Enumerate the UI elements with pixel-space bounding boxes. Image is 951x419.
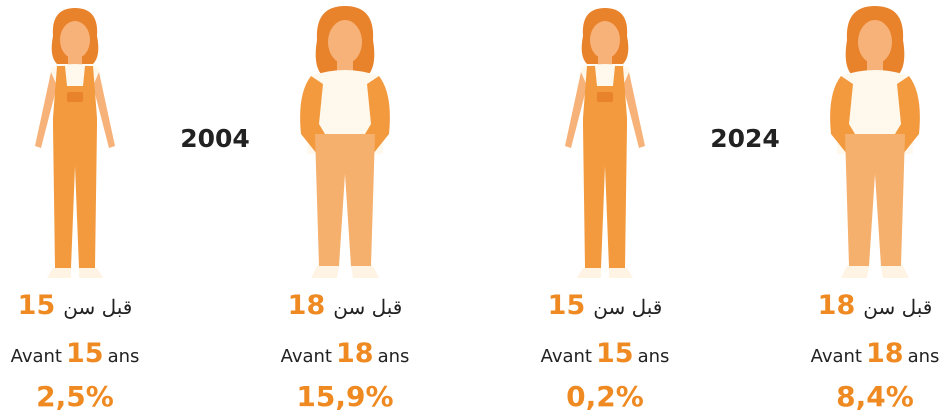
- ans: ans: [107, 346, 140, 367]
- arabic-caption: 15 قبل سن: [520, 290, 690, 321]
- avant: Avant: [540, 346, 592, 367]
- age: 15: [596, 338, 634, 369]
- percentage: 8,4%: [836, 380, 914, 413]
- avant: Avant: [810, 346, 862, 367]
- arabic-text: قبل سن: [63, 295, 133, 319]
- percentage: 2,5%: [36, 380, 114, 413]
- age: 18: [336, 338, 374, 369]
- percentage: 0,2%: [566, 380, 644, 413]
- arabic-caption: 15 قبل سن: [0, 290, 160, 321]
- french-caption: Avant 18 ans: [790, 338, 951, 369]
- figure-overalls: [565, 8, 645, 278]
- age: 18: [817, 290, 856, 321]
- age: 18: [866, 338, 904, 369]
- ans: ans: [637, 346, 670, 367]
- age: 15: [547, 290, 586, 321]
- figure-overalls: [35, 8, 115, 278]
- age: 18: [287, 290, 326, 321]
- year: 2004: [180, 124, 250, 153]
- avant: Avant: [10, 346, 62, 367]
- avant: Avant: [280, 346, 332, 367]
- arabic-text: قبل سن: [593, 295, 663, 319]
- ans: ans: [907, 346, 940, 367]
- figure-shirt: [830, 6, 920, 278]
- french-caption: Avant 18 ans: [260, 338, 430, 369]
- percentage: 15,9%: [296, 380, 394, 413]
- age: 15: [66, 338, 104, 369]
- french-caption: Avant 15 ans: [520, 338, 690, 369]
- arabic-text: قبل سن: [863, 295, 933, 319]
- arabic-caption: 18 قبل سن: [260, 290, 430, 321]
- arabic-text: قبل سن: [333, 295, 403, 319]
- arabic-caption: 18 قبل سن: [790, 290, 951, 321]
- figure-shirt: [300, 6, 390, 278]
- age: 15: [17, 290, 56, 321]
- year: 2024: [710, 124, 780, 153]
- ans: ans: [377, 346, 410, 367]
- french-caption: Avant 15 ans: [0, 338, 160, 369]
